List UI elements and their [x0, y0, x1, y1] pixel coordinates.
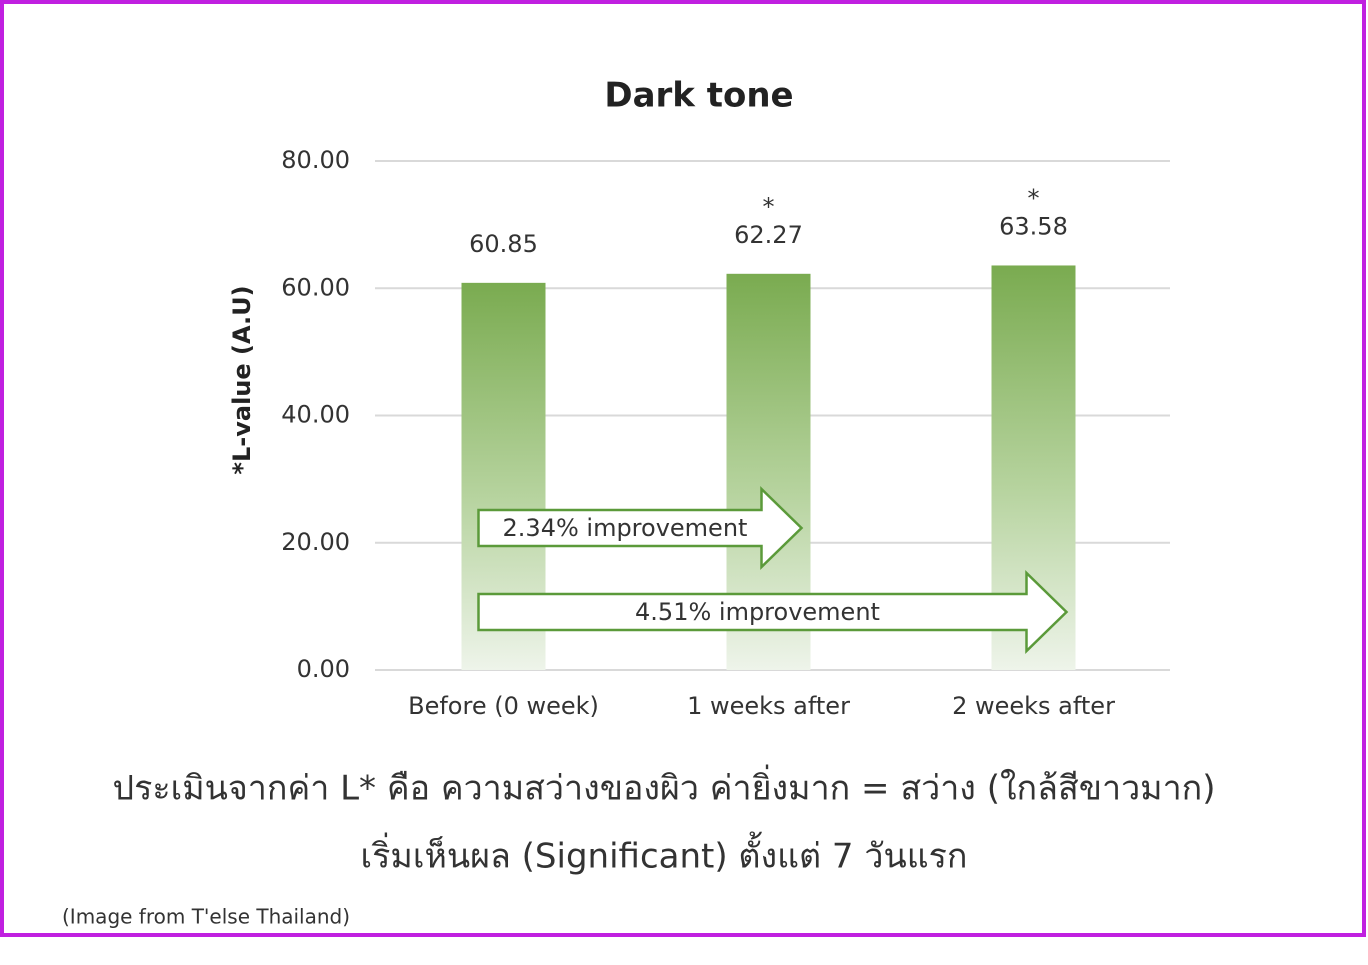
arrow-label: 4.51% improvement [635, 598, 880, 626]
y-tick-label: 20.00 [281, 528, 350, 556]
value-label: 62.27 [734, 221, 803, 249]
x-tick-label: Before (0 week) [408, 692, 599, 720]
caption: เริ่มเห็นผล (Significant) ตั้งแต่ 7 วันแ… [361, 832, 968, 877]
significance-marker: * [763, 193, 775, 221]
caption: ประเมินจากค่า L* คือ ความสว่างของผิว ค่า… [112, 765, 1215, 809]
y-tick-label: 0.00 [297, 655, 350, 683]
y-tick-label: 40.00 [281, 401, 350, 429]
value-label: 63.58 [999, 212, 1068, 240]
significance-marker: * [1028, 184, 1040, 212]
arrow-label: 2.34% improvement [503, 514, 748, 542]
improvement-arrow [477, 570, 1069, 654]
chart-title: Dark tone [604, 76, 793, 116]
y-tick-label: 60.00 [281, 273, 350, 301]
improvement-arrow [477, 486, 804, 570]
credit: (Image from T'else Thailand) [62, 905, 350, 929]
x-tick-label: 2 weeks after [952, 692, 1115, 720]
x-tick-label: 1 weeks after [687, 692, 850, 720]
y-axis-label: *L-value (A.U) [228, 285, 256, 474]
frame [0, 0, 1366, 937]
value-label: 60.85 [469, 230, 538, 258]
y-tick-label: 80.00 [281, 146, 350, 174]
